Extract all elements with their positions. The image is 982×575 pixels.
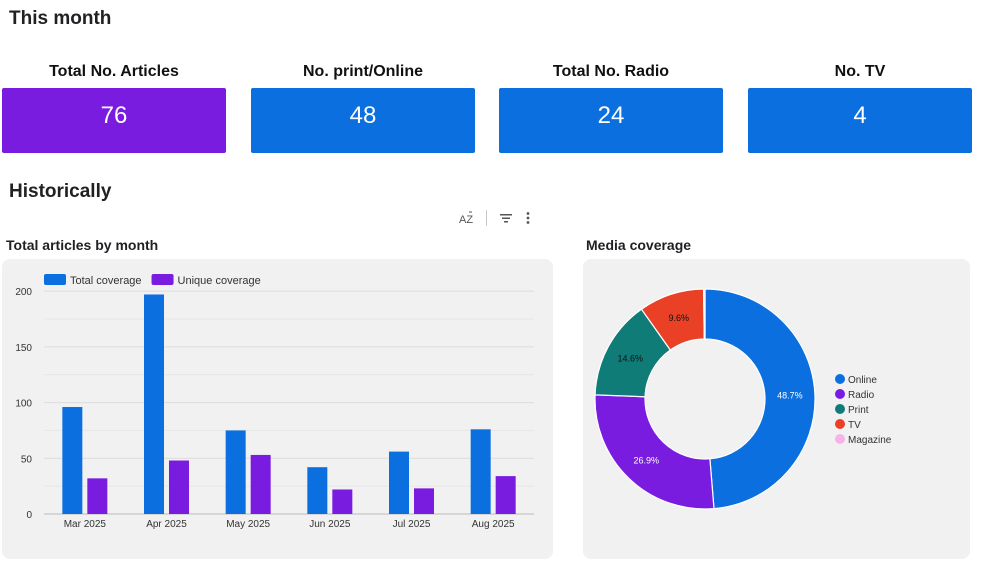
legend-swatch-1 <box>151 274 174 285</box>
donut-chart: 48.7% 26.9% 14.6% 9.6% Online Radio Print TV Mag… <box>594 288 892 510</box>
bar-unique-coverage-1[interactable] <box>169 460 189 514</box>
filter-icon <box>500 214 512 223</box>
bar-total-coverage-4[interactable] <box>389 451 409 514</box>
y-tick-label-4: 200 <box>15 287 32 298</box>
bar-total-coverage-3[interactable] <box>307 467 328 514</box>
donut-chart-panel: 48.7% 26.9% 14.6% 9.6% Online Radio Print TV Mag… <box>583 259 970 559</box>
bar-unique-coverage-2[interactable] <box>250 454 271 514</box>
kpi-value-total-articles: 76 <box>2 88 226 153</box>
bar-total-coverage-2[interactable] <box>225 430 246 514</box>
y-tick-label-0: 0 <box>26 510 32 521</box>
slice-label-tv: 9.6% <box>668 313 689 323</box>
legend-swatch-0 <box>44 274 66 285</box>
sort-az-icon: AZ <box>459 211 473 226</box>
sort-az-icon-text: AZ <box>459 214 473 226</box>
kpi-label-radio: Total No. Radio <box>552 63 670 80</box>
x-tick-label-5: Aug 2025 <box>472 519 515 530</box>
kpi-label-print-online: No. print/Online <box>303 63 423 80</box>
slice-label-online: 48.7% <box>777 391 803 401</box>
bar-unique-coverage-0[interactable] <box>87 478 108 514</box>
legend-label-magazine: Magazine <box>848 435 892 446</box>
legend-label-1: Unique coverage <box>178 275 261 287</box>
filter-button[interactable] <box>495 209 517 227</box>
x-tick-label-3: Jun 2025 <box>309 519 351 530</box>
kpi-value-print-online: 48 <box>251 88 475 153</box>
x-tick-label-4: Jul 2025 <box>393 519 431 530</box>
legend-dot-online <box>835 374 845 384</box>
kpi-value-tv: 4 <box>748 88 972 153</box>
legend-label-0: Total coverage <box>70 275 142 287</box>
kpi-label-tv: No. TV <box>834 63 886 80</box>
bar-unique-coverage-4[interactable] <box>414 488 434 514</box>
donut-chart-title: Media coverage <box>586 237 692 253</box>
slice-label-radio: 26.9% <box>633 455 659 465</box>
legend-dot-magazine <box>835 434 845 444</box>
chart-toolbar: AZ <box>456 209 539 227</box>
legend-label-tv: TV <box>848 420 861 431</box>
slice-magazine[interactable] <box>703 288 706 340</box>
bar-chart-title: Total articles by month <box>6 237 159 253</box>
x-tick-label-1: Apr 2025 <box>146 519 187 530</box>
bar-chart-panel: Total coverage Unique coverage 0 50 100 150 20… <box>2 259 553 559</box>
kpi-value-radio: 24 <box>499 88 723 153</box>
bar-total-coverage-1[interactable] <box>144 294 164 514</box>
sort-az-button[interactable]: AZ <box>456 209 478 227</box>
slice-radio[interactable] <box>594 394 715 510</box>
toolbar-divider <box>486 210 487 226</box>
y-tick-label-3: 150 <box>15 343 32 354</box>
bar-total-coverage-0[interactable] <box>62 407 83 514</box>
legend-dot-print <box>835 404 845 414</box>
bar-total-coverage-5[interactable] <box>470 429 491 514</box>
section-title-historically: Historically <box>9 181 112 202</box>
legend-dot-radio <box>835 389 845 399</box>
kpi-label-total-articles: Total No. Articles <box>49 63 179 80</box>
section-title-this-month: This month <box>9 8 112 29</box>
slice-label-print: 14.6% <box>617 354 643 364</box>
legend-label-radio: Radio <box>848 390 875 401</box>
more-vert-icon <box>526 212 530 224</box>
y-tick-label-2: 100 <box>15 399 32 410</box>
slice-online[interactable] <box>704 288 816 510</box>
more-options-button[interactable] <box>517 209 539 227</box>
x-tick-label-2: May 2025 <box>226 519 270 530</box>
y-tick-label-1: 50 <box>21 454 33 465</box>
legend-dot-tv <box>835 419 845 429</box>
legend-label-print: Print <box>848 405 869 416</box>
bar-unique-coverage-3[interactable] <box>332 489 353 514</box>
legend-label-online: Online <box>848 375 877 386</box>
bar-chart: Total coverage Unique coverage 0 50 100 150 20… <box>15 274 534 530</box>
bar-unique-coverage-5[interactable] <box>495 476 516 514</box>
x-tick-label-0: Mar 2025 <box>64 519 107 530</box>
